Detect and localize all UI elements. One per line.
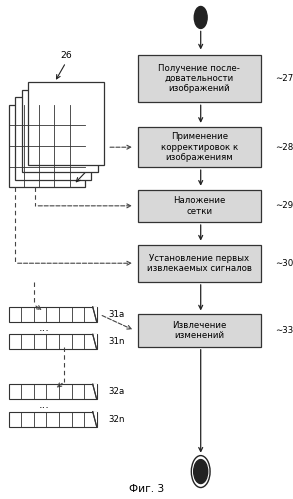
Bar <box>9 334 97 349</box>
FancyBboxPatch shape <box>138 314 261 347</box>
Text: Наложение
сетки: Наложение сетки <box>173 196 225 216</box>
Polygon shape <box>93 334 97 349</box>
FancyBboxPatch shape <box>138 245 261 282</box>
Circle shape <box>194 6 207 28</box>
Text: 31n: 31n <box>108 337 125 346</box>
Text: 26: 26 <box>60 51 72 60</box>
Text: ∼28: ∼28 <box>275 143 293 152</box>
Text: ...: ... <box>38 323 50 333</box>
Bar <box>22 90 98 172</box>
FancyBboxPatch shape <box>138 55 261 102</box>
Text: 31a: 31a <box>108 310 125 319</box>
FancyBboxPatch shape <box>138 190 261 222</box>
Text: Применение
корректировок к
изображениям: Применение корректировок к изображениям <box>161 132 238 162</box>
Polygon shape <box>93 412 97 427</box>
Circle shape <box>194 460 208 484</box>
Bar <box>9 105 85 187</box>
Text: ∼27: ∼27 <box>275 74 293 83</box>
Text: ...: ... <box>38 400 50 411</box>
Text: t: t <box>97 148 100 157</box>
Text: 32n: 32n <box>108 415 125 424</box>
Text: ∼30: ∼30 <box>275 258 293 268</box>
Bar <box>28 82 104 165</box>
Text: Фиг. 3: Фиг. 3 <box>129 484 164 494</box>
Text: ∼29: ∼29 <box>275 201 293 211</box>
Polygon shape <box>93 307 97 322</box>
Polygon shape <box>93 384 97 399</box>
Bar <box>9 384 97 399</box>
Bar <box>9 412 97 427</box>
Text: ∼33: ∼33 <box>275 326 293 335</box>
Text: Установление первых
извлекаемых сигналов: Установление первых извлекаемых сигналов <box>147 253 252 273</box>
Text: 32a: 32a <box>108 387 125 396</box>
Text: Получение после-
довательности
изображений: Получение после- довательности изображен… <box>158 64 240 93</box>
Bar <box>9 307 97 322</box>
Bar <box>15 97 91 180</box>
FancyBboxPatch shape <box>138 127 261 167</box>
Text: Извлечение
изменений: Извлечение изменений <box>172 321 226 340</box>
